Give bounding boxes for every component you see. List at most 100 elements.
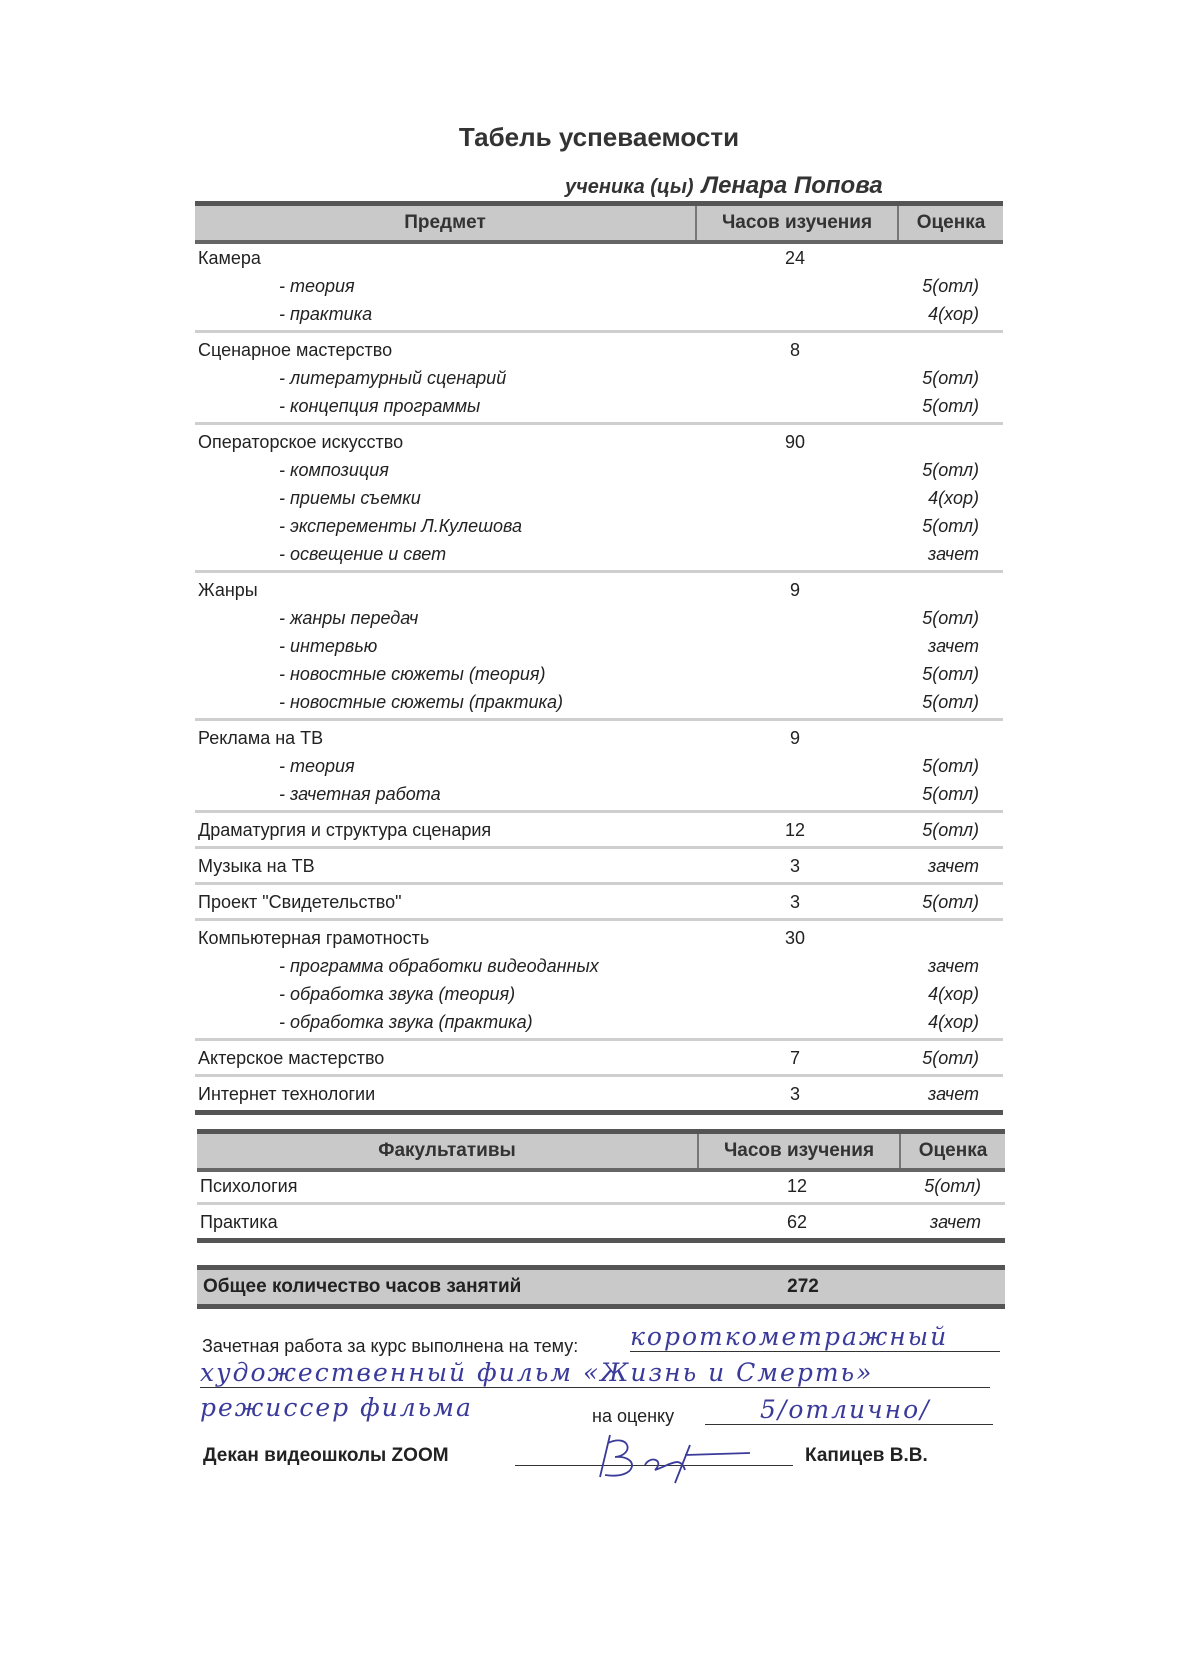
total-label: Общее количество часов занятий — [203, 1276, 522, 1297]
topic-name: - интервью — [279, 635, 378, 656]
hours-value: 12 — [784, 819, 806, 840]
grade-value: зачет — [927, 543, 979, 564]
subject-name: Актерское мастерство — [198, 1047, 385, 1068]
sub-row: - обработка звука (теория) 4(хор) — [195, 980, 1003, 1008]
table-row: Реклама на ТВ 9 — [195, 724, 1003, 752]
sub-row: - обработка звука (практика) 4(хор) — [195, 1008, 1003, 1036]
sub-row: - концепция программы 5(отл) — [195, 392, 1003, 420]
grade-value: 5(отл) — [922, 755, 979, 776]
row-divider — [195, 1074, 1003, 1077]
hours-value: 3 — [789, 855, 800, 876]
table-header: Предмет Часов изучения Оценка — [195, 201, 1003, 244]
grade-value: 4(хор) — [928, 487, 979, 508]
table-row: Драматургия и структура сценария 12 5(отл) — [195, 816, 1003, 844]
grade-value: 4(хор) — [928, 1011, 979, 1032]
sub-row: - практика 4(хор) — [195, 300, 1003, 328]
table-row: Операторское искусство 90 — [195, 428, 1003, 456]
topic-name: - зачетная работа — [279, 783, 441, 804]
topic-name: - освещение и свет — [279, 543, 447, 564]
topic-name: - программа обработки видеоданных — [279, 955, 599, 976]
row-divider — [195, 718, 1003, 721]
row-divider — [195, 422, 1003, 425]
total-hours-row: Общее количество часов занятий 272 — [197, 1265, 1005, 1309]
table-row: Сценарное мастерство 8 — [195, 336, 1003, 364]
dean-name: Капицев В.В. — [805, 1445, 928, 1466]
thesis-label: Зачетная работа за курс выполнена на тем… — [202, 1336, 579, 1356]
grade-value: 5(отл) — [922, 515, 979, 536]
table-row: Интернет технологии 3 зачет — [195, 1080, 1003, 1108]
grade-value: 4(хор) — [928, 303, 979, 324]
subject-name: Камера — [198, 247, 261, 268]
grade-label: на оценку — [592, 1406, 675, 1426]
hours-value: 9 — [789, 727, 800, 748]
table-bottom-rule — [197, 1238, 1005, 1243]
hours-value: 24 — [784, 247, 806, 268]
thesis-topic-line3: режиссер фильма — [200, 1393, 473, 1422]
signature-line — [515, 1465, 793, 1466]
thesis-topic-line1: короткометражный — [630, 1322, 1000, 1352]
row-divider — [195, 882, 1003, 885]
sub-row: - интервью зачет — [195, 632, 1003, 660]
grade-value: 5(отл) — [922, 783, 979, 804]
topic-name: - жанры передач — [279, 607, 419, 628]
topic-name: - обработка звука (практика) — [279, 1011, 533, 1032]
column-header: Оценка — [916, 212, 986, 233]
sub-row: - теория 5(отл) — [195, 752, 1003, 780]
hours-value: 90 — [784, 431, 806, 452]
hours-value: 30 — [784, 927, 806, 948]
table-row: Психология 12 5(отл) — [197, 1172, 1005, 1200]
row-divider — [195, 810, 1003, 813]
column-header: Часов изучения — [697, 206, 899, 240]
student-line: ученика (цы) Ленара Попова — [565, 172, 883, 200]
grade-value: 5(отл) — [922, 395, 979, 416]
column-header: Оценка — [918, 1140, 988, 1161]
topic-name: - эксперементы Л.Кулешова — [279, 515, 523, 536]
table-row: Практика 62 зачет — [197, 1208, 1005, 1236]
electives-table: Факультативы Часов изучения Оценка Психолог… — [197, 1129, 1005, 1243]
topic-name: - концепция программы — [279, 395, 481, 416]
subject-name: Жанры — [198, 579, 258, 600]
table-row: Жанры 9 — [195, 576, 1003, 604]
row-divider — [195, 330, 1003, 333]
row-divider — [195, 846, 1003, 849]
grade-value: зачет — [927, 635, 979, 656]
sub-row: - композиция 5(отл) — [195, 456, 1003, 484]
column-header: Предмет — [195, 206, 697, 240]
hours-value: 3 — [789, 1083, 800, 1104]
table-bottom-rule — [195, 1110, 1003, 1115]
table-row: Компьютерная грамотность 30 — [195, 924, 1003, 952]
topic-name: - новостные сюжеты (теория) — [279, 663, 546, 684]
subject-name: Интернет технологии — [198, 1083, 376, 1104]
final-grade: 5/отлично/ — [705, 1395, 993, 1425]
topic-name: - новостные сюжеты (практика) — [279, 691, 563, 712]
grade-value: зачет — [927, 1083, 979, 1104]
sub-row: - приемы съемки 4(хор) — [195, 484, 1003, 512]
subject-name: Реклама на ТВ — [198, 727, 324, 748]
grade-value: 5(отл) — [922, 367, 979, 388]
topic-name: - теория — [279, 275, 355, 296]
hours-value: 62 — [786, 1211, 808, 1232]
sub-row: - новостные сюжеты (практика) 5(отл) — [195, 688, 1003, 716]
topic-name: - приемы съемки — [279, 487, 421, 508]
hours-value: 3 — [789, 891, 800, 912]
row-divider — [195, 570, 1003, 573]
grade-value: 5(отл) — [922, 819, 979, 840]
topic-name: - обработка звука (теория) — [279, 983, 516, 1004]
student-name: Ленара Попова — [701, 172, 883, 199]
table-row: Камера 24 — [195, 244, 1003, 272]
sub-row: - новостные сюжеты (теория) 5(отл) — [195, 660, 1003, 688]
grade-value: 4(хор) — [928, 983, 979, 1004]
page-title: Табель успеваемости — [458, 122, 740, 152]
grade-value: зачет — [927, 955, 979, 976]
grade-value: 5(отл) — [922, 275, 979, 296]
hours-value: 8 — [789, 339, 800, 360]
row-divider — [195, 1038, 1003, 1041]
row-divider — [195, 918, 1003, 921]
grades-table: Предмет Часов изучения Оценка Камера 24 - тео… — [195, 201, 1003, 1115]
total-hours: 272 — [787, 1276, 819, 1297]
subject-name: Практика — [200, 1211, 278, 1232]
grade-value: 5(отл) — [922, 891, 979, 912]
sub-row: - теория 5(отл) — [195, 272, 1003, 300]
table-header: Факультативы Часов изучения Оценка — [197, 1129, 1005, 1172]
table-row: Музыка на ТВ 3 зачет — [195, 852, 1003, 880]
